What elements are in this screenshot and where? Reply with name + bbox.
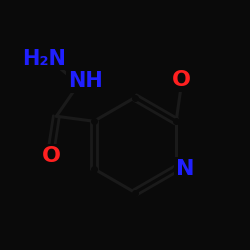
Text: NH: NH [68,71,102,91]
Text: H₂N: H₂N [22,49,66,69]
Text: O: O [172,70,191,90]
Text: N: N [176,159,194,179]
Text: O: O [42,146,61,166]
